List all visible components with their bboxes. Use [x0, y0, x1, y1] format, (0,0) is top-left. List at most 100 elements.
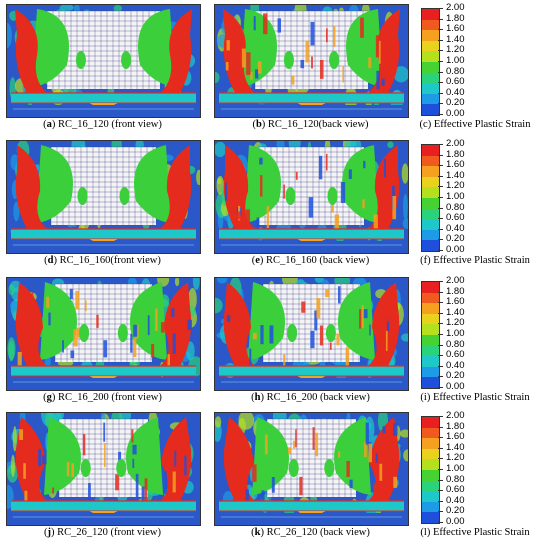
scale-tick-label: 2.00 [446, 410, 465, 421]
color-scale-band [422, 155, 439, 167]
scale-tick-label: 0.60 [446, 484, 465, 496]
caption-text: Effective Plastic Strain [430, 527, 530, 538]
caption-i: (i) Effective Plastic Strain [420, 392, 530, 403]
color-scale-band [422, 427, 439, 439]
scale-tick-label: 1.80 [446, 285, 465, 297]
scale-tick-mark [438, 61, 443, 62]
caption-letter: c [423, 119, 428, 130]
color-scale-bar [421, 8, 440, 116]
scale-tick-label: 1.80 [446, 12, 465, 24]
scale-tick-label: 1.40 [446, 169, 465, 181]
color-scale-band [422, 417, 439, 428]
color-scale-band [422, 229, 439, 241]
scale-tick-label: 1.60 [446, 296, 465, 308]
scale-tick-label: 1.20 [446, 317, 465, 329]
scale-tick-mark [438, 511, 443, 513]
color-scale-band [422, 303, 439, 314]
caption-text: RC_26_120 (front view) [54, 527, 161, 538]
caption-text: RC_16_200 (front view) [55, 392, 162, 403]
color-scale-band [422, 240, 439, 251]
caption-letter: a [46, 119, 52, 130]
scale-tick-mark [438, 490, 443, 492]
caption-text: Effective Plastic Strain [430, 392, 530, 403]
color-scale-band [422, 313, 439, 325]
caption-l: (l) Effective Plastic Strain [420, 527, 530, 538]
scale-tick-label: 0.80 [446, 473, 465, 485]
scale-tick-label: 0.60 [446, 212, 465, 224]
scale-tick-mark [438, 376, 443, 378]
scale-tick-mark [438, 281, 443, 282]
caption-letter: e [255, 255, 260, 266]
caption-letter: k [254, 527, 261, 538]
color-scale-band [422, 469, 439, 481]
scale-tick-label: 1.00 [446, 463, 465, 474]
scale-tick-label: 1.60 [446, 159, 465, 171]
caption-text: RC_26_120 (back view) [263, 527, 370, 538]
scale-tick-label: 1.00 [446, 55, 465, 66]
scale-tick-mark [438, 228, 443, 230]
scale-tick-label: 1.60 [446, 431, 465, 443]
color-scale-band [422, 366, 439, 378]
color-scale-band [422, 356, 439, 367]
scale-tick-mark [438, 218, 443, 220]
scale-tick-mark [438, 18, 443, 20]
color-scale-band [422, 187, 439, 198]
color-scale-f: 2.00 1.80 1.60 1.40 1.20 1.00 0.80 0.60 0.40 0.20… [421, 139, 481, 255]
color-scale-band [422, 61, 439, 73]
scale-tick-mark [438, 387, 443, 388]
caption-a: (a) RC_16_120 (front view) [43, 119, 162, 130]
scale-tick-mark [438, 355, 443, 357]
caption-f: (f) Effective Plastic Strain [420, 255, 530, 266]
color-scale-bar [421, 144, 440, 252]
color-scale-band [422, 491, 439, 502]
color-scale-band [422, 345, 439, 357]
scale-tick-mark [438, 92, 443, 94]
scale-tick-mark [438, 312, 443, 314]
color-scale-i: 2.00 1.80 1.60 1.40 1.20 1.00 0.80 0.60 0.40 0.20… [421, 276, 481, 392]
scale-tick-label: 0.20 [446, 505, 465, 517]
scale-tick-mark [438, 250, 443, 251]
caption-h: (h) RC_16_200 (back view) [251, 392, 370, 403]
color-scale-band [422, 83, 439, 94]
scale-tick-label: 1.20 [446, 452, 465, 464]
color-scale-c: 2.00 1.80 1.60 1.40 1.20 1.00 0.80 0.60 0.40 0.20… [421, 3, 481, 119]
color-scale-l: 2.00 1.80 1.60 1.40 1.20 1.00 0.80 0.60 0.40 0.20… [421, 411, 481, 527]
scale-tick-mark [438, 39, 443, 41]
strain-contour-h [214, 277, 409, 391]
scale-tick-mark [438, 479, 443, 481]
scale-tick-mark [438, 186, 443, 188]
caption-j: (j) RC_26_120 (front view) [44, 527, 161, 538]
color-scale-band [422, 438, 439, 449]
strain-contour-j [6, 412, 201, 526]
scale-tick-label: 0.80 [446, 65, 465, 77]
scale-tick-label: 0.40 [446, 222, 465, 234]
color-scale-band [422, 19, 439, 31]
strain-contour-k [214, 412, 409, 526]
scale-tick-mark [438, 154, 443, 156]
scale-tick-mark [438, 522, 443, 523]
caption-letter: b [255, 119, 262, 130]
strain-contour-e [214, 140, 409, 254]
caption-letter: l [423, 527, 427, 538]
caption-text: RC_16_120 (front view) [55, 119, 162, 130]
scale-tick-mark [438, 500, 443, 502]
caption-text: RC_16_200 (back view) [263, 392, 370, 403]
color-scale-band [422, 145, 439, 156]
scale-tick-mark [438, 344, 443, 346]
scale-tick-mark [438, 114, 443, 115]
scale-tick-label: 1.60 [446, 23, 465, 35]
scale-tick-label: 0.00 [446, 244, 465, 255]
scale-tick-mark [438, 291, 443, 293]
scale-tick-mark [438, 447, 443, 449]
scale-tick-label: 1.40 [446, 441, 465, 453]
scale-tick-mark [438, 365, 443, 367]
scale-tick-label: 0.80 [446, 338, 465, 350]
strain-contour-d [6, 140, 201, 254]
caption-letter: f [423, 255, 428, 266]
caption-letter: j [47, 527, 52, 538]
color-scale-band [422, 377, 439, 388]
color-scale-band [422, 448, 439, 460]
color-scale-band [422, 197, 439, 209]
caption-g: (g) RC_16_200 (front view) [43, 392, 162, 403]
scale-tick-mark [438, 323, 443, 325]
